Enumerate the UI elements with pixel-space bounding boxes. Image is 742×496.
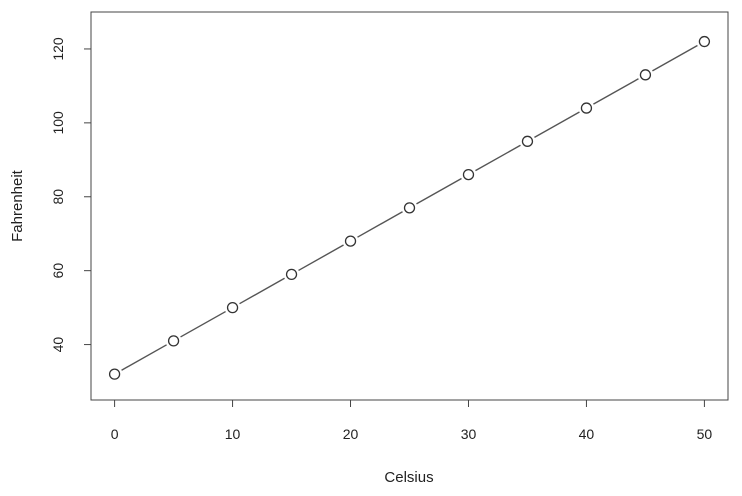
series-line-segment: [652, 44, 698, 72]
x-axis: 0 10 20 30 40 50: [111, 399, 713, 442]
series-line-segment: [357, 211, 403, 238]
series-line-segment: [298, 244, 344, 272]
x-tick-label: 10: [225, 426, 241, 442]
x-tick-label: 40: [579, 426, 595, 442]
y-axis: 40 60 80 100 120: [50, 37, 92, 353]
data-point: [226, 301, 239, 314]
data-point: [698, 35, 711, 48]
x-tick-label: 30: [461, 426, 477, 442]
y-tick-label: 60: [50, 263, 66, 279]
data-point: [462, 168, 475, 181]
series-line-segment: [121, 344, 167, 371]
data-point: [167, 335, 180, 347]
y-tick-label: 120: [50, 37, 66, 61]
series-line-segment: [534, 111, 580, 139]
series-line-segment: [475, 144, 521, 172]
x-tick-label: 50: [697, 426, 713, 442]
series-line-segment: [180, 310, 226, 338]
series-line-segment: [593, 78, 639, 105]
data-point: [580, 102, 593, 114]
x-tick-label: 0: [111, 426, 119, 442]
data-point: [344, 235, 357, 247]
y-tick-label: 100: [50, 111, 66, 135]
series-line-segment: [239, 277, 285, 305]
x-tick-label: 20: [343, 426, 359, 442]
x-axis-title: Celsius: [384, 469, 433, 486]
data-layer: [108, 35, 711, 380]
data-point: [108, 368, 121, 380]
data-point: [403, 202, 416, 214]
data-point: [639, 69, 652, 81]
series-line-segment: [416, 177, 462, 205]
data-point: [285, 268, 298, 281]
y-tick-label: 40: [50, 337, 66, 353]
data-point: [521, 135, 534, 147]
y-tick-label: 80: [50, 189, 66, 205]
y-axis-title: Fahrenheit: [9, 169, 26, 242]
